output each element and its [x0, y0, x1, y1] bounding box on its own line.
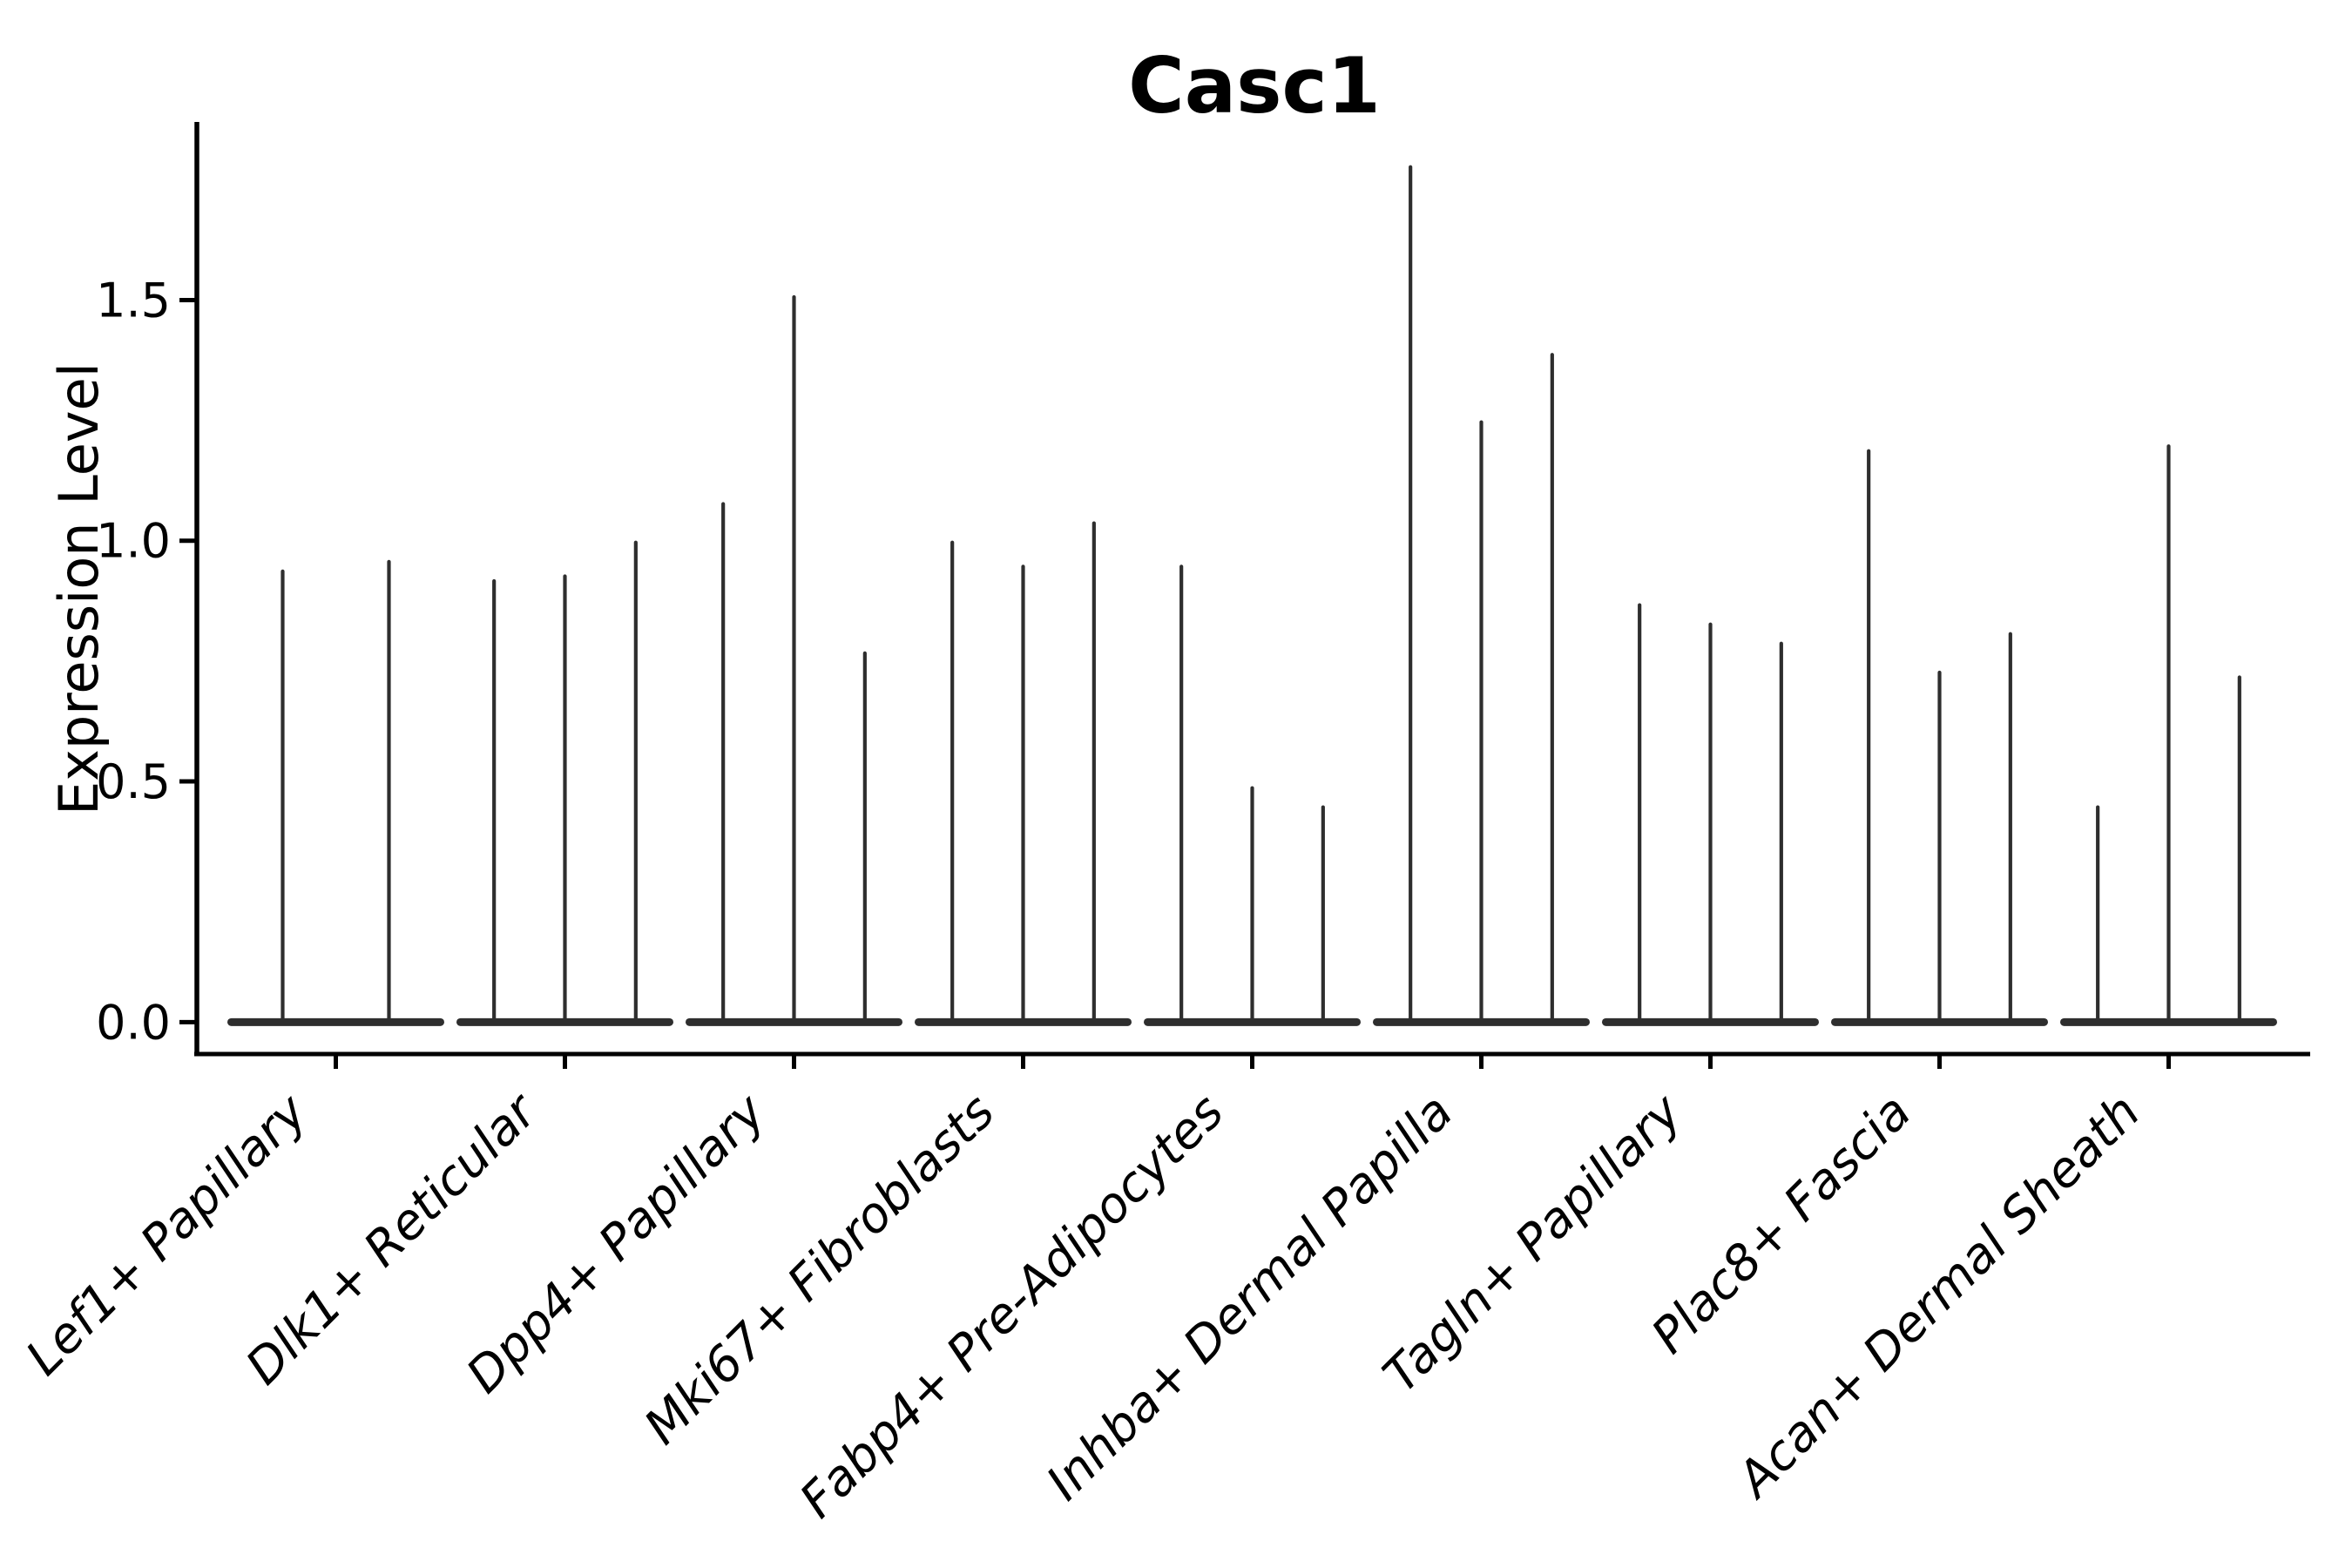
y-tick-label: 1.5	[96, 273, 171, 328]
y-tick-label: 0.5	[96, 754, 171, 809]
y-axis-label: Expression Level	[47, 362, 111, 815]
y-axis-ticks: 0.0 0.5 1.0 1.5	[96, 273, 197, 1050]
y-tick-label: 1.0	[96, 514, 171, 569]
x-tick-label: Fabp4+ Pre-Adipocytes	[789, 1084, 1234, 1529]
violin-series	[227, 165, 2277, 1026]
plot-title: Casc1	[1128, 41, 1381, 131]
y-tick-label: 0.0	[96, 995, 171, 1050]
x-tick-label: Acan+ Dermal Sheath	[1725, 1084, 2151, 1510]
x-tick-label: Inhba+ Dermal Papilla	[1036, 1084, 1463, 1511]
